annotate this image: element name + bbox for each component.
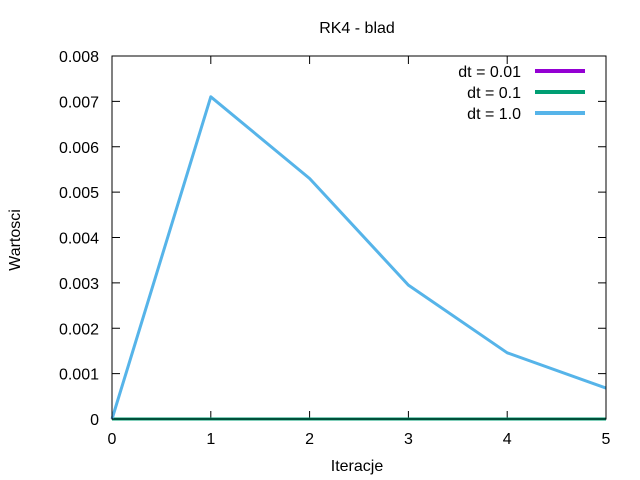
y-tick-label: 0.008 [59,49,99,66]
x-tick-label: 2 [305,431,314,448]
y-tick-label: 0.007 [59,94,99,111]
legend-label: dt = 0.01 [458,64,521,81]
y-tick-label: 0.003 [59,276,99,293]
legend-label: dt = 0.1 [467,85,521,102]
axis-ticks: 0 0.001 0.002 0.003 0.004 0.005 0.006 0.007 0.00… [59,49,611,448]
x-tick-label: 5 [602,431,611,448]
x-axis-label: Iteracje [331,458,384,475]
plot-frame [111,55,607,420]
x-tick-label: 0 [108,431,117,448]
legend: dt = 0.01 dt = 0.1 dt = 1.0 [458,64,585,123]
y-tick-label: 0.005 [59,185,99,202]
chart-title: RK4 - blad [319,20,395,37]
y-tick-label: 0.006 [59,140,99,157]
series-line-3 [110,95,607,420]
x-tick-label: 4 [503,431,512,448]
x-tick-label: 3 [404,431,413,448]
legend-label: dt = 1.0 [467,106,521,123]
x-tick-label: 1 [206,431,215,448]
y-tick-label: 0 [90,412,99,429]
y-tick-label: 0.002 [59,321,99,338]
y-tick-label: 0.001 [59,367,99,384]
series-group [110,95,607,421]
y-axis-label: Wartosci [7,209,24,271]
y-tick-label: 0.004 [59,231,99,248]
